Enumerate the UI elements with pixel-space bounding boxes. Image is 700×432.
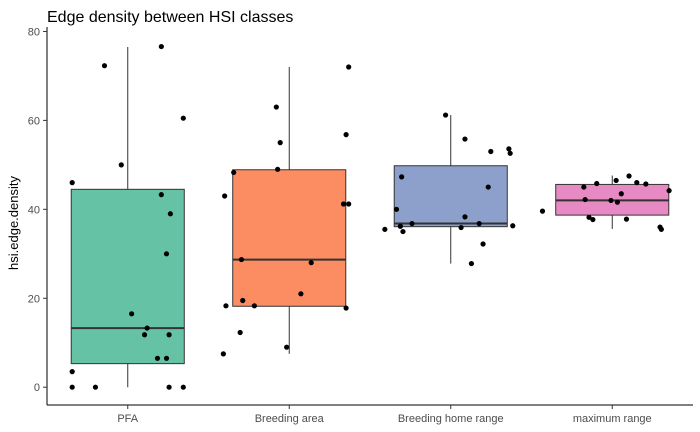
data-point-pfa bbox=[69, 369, 75, 375]
data-point-pfa bbox=[118, 162, 124, 168]
data-point-breeding-home-range bbox=[458, 224, 464, 231]
data-point-pfa bbox=[166, 384, 172, 390]
data-point-maximum-range bbox=[614, 199, 621, 205]
data-point-pfa bbox=[69, 180, 75, 186]
data-point-breeding-home-range bbox=[462, 214, 468, 220]
data-point-maximum-range bbox=[594, 180, 600, 187]
data-point-breeding-area bbox=[343, 305, 349, 311]
data-point-breeding-area bbox=[238, 256, 245, 263]
data-point-breeding-home-range bbox=[393, 206, 400, 212]
data-point-breeding-area bbox=[251, 303, 257, 309]
box-breeding-home-range bbox=[393, 165, 508, 228]
data-point-breeding-home-range bbox=[510, 223, 516, 229]
data-point-breeding-area bbox=[273, 104, 279, 110]
x-tick-label-breeding-home-range: Breeding home range bbox=[398, 413, 504, 425]
axes: 0 20 40 60 80 PFA Breeding area Breeding home r… bbox=[28, 26, 693, 425]
data-point-pfa bbox=[180, 384, 186, 390]
data-point-pfa bbox=[158, 43, 164, 50]
data-point-maximum-range bbox=[590, 216, 596, 223]
data-point-maximum-range bbox=[634, 180, 640, 186]
data-point-maximum-range bbox=[582, 196, 588, 203]
data-point-pfa bbox=[158, 192, 164, 198]
data-point-maximum-range bbox=[608, 197, 614, 204]
data-point-maximum-range bbox=[658, 226, 664, 232]
data-point-maximum-range bbox=[539, 208, 546, 214]
y-tick-label: 20 bbox=[28, 293, 40, 305]
x-tick-label-breeding-area: Breeding area bbox=[255, 413, 325, 425]
plot-area bbox=[69, 43, 672, 390]
data-point-breeding-home-range bbox=[462, 136, 468, 142]
data-point-breeding-area bbox=[223, 303, 229, 309]
data-point-breeding-area bbox=[220, 351, 226, 357]
data-point-breeding-home-range bbox=[409, 220, 415, 227]
x-tick-label-pfa: PFA bbox=[117, 413, 138, 425]
data-point-breeding-area bbox=[222, 193, 228, 199]
data-point-breeding-home-range bbox=[485, 184, 491, 190]
data-point-pfa bbox=[167, 211, 173, 217]
y-axis-label: hsi.edge.density bbox=[6, 176, 21, 270]
data-point-pfa bbox=[166, 332, 172, 338]
data-point-pfa bbox=[154, 355, 161, 361]
data-point-breeding-home-range bbox=[399, 174, 405, 180]
data-point-pfa bbox=[101, 63, 108, 69]
data-point-maximum-range bbox=[626, 173, 632, 179]
data-point-breeding-area bbox=[298, 291, 304, 297]
data-point-breeding-home-range bbox=[397, 223, 403, 229]
data-point-maximum-range bbox=[643, 181, 649, 187]
data-point-breeding-area bbox=[308, 260, 314, 266]
data-point-breeding-area bbox=[275, 166, 281, 172]
data-point-breeding-home-range bbox=[400, 228, 406, 235]
data-point-breeding-home-range bbox=[507, 150, 513, 156]
y-tick-label: 60 bbox=[28, 115, 40, 127]
data-point-breeding-home-range bbox=[442, 112, 449, 118]
data-point-maximum-range bbox=[618, 191, 624, 197]
data-point-pfa bbox=[92, 384, 99, 390]
box-pfa bbox=[70, 188, 185, 365]
data-point-maximum-range bbox=[581, 184, 587, 190]
y-tick-label: 40 bbox=[28, 204, 40, 216]
data-point-maximum-range bbox=[623, 216, 630, 222]
data-point-breeding-area bbox=[284, 344, 290, 350]
data-point-breeding-area bbox=[340, 201, 347, 207]
data-point-pfa bbox=[163, 251, 170, 257]
data-point-breeding-area bbox=[240, 297, 246, 304]
data-point-breeding-home-range bbox=[382, 226, 388, 232]
data-point-breeding-area bbox=[343, 132, 349, 138]
data-point-pfa bbox=[129, 311, 135, 317]
data-point-maximum-range bbox=[613, 177, 619, 184]
data-point-maximum-range bbox=[586, 214, 592, 220]
x-tick-label-maximum-range: maximum range bbox=[573, 413, 652, 425]
data-point-breeding-area bbox=[346, 64, 352, 70]
data-point-breeding-area bbox=[346, 201, 352, 207]
y-tick-label: 0 bbox=[34, 382, 40, 394]
data-point-breeding-area bbox=[231, 169, 237, 176]
chart-title: Edge density between HSI classes bbox=[47, 9, 293, 26]
data-point-pfa bbox=[144, 325, 150, 331]
data-point-breeding-home-range bbox=[468, 260, 475, 267]
data-point-breeding-area bbox=[237, 329, 243, 336]
data-point-pfa bbox=[180, 115, 186, 121]
data-point-breeding-home-range bbox=[488, 148, 494, 155]
data-point-pfa bbox=[141, 332, 148, 338]
data-point-breeding-home-range bbox=[480, 241, 486, 247]
data-point-breeding-home-range bbox=[506, 146, 512, 152]
data-point-breeding-area bbox=[277, 140, 283, 146]
y-tick-label: 80 bbox=[28, 26, 40, 38]
data-point-breeding-home-range bbox=[476, 220, 482, 227]
data-point-maximum-range bbox=[666, 188, 672, 194]
data-point-pfa bbox=[163, 355, 170, 361]
data-point-pfa bbox=[69, 384, 75, 390]
box-breeding-area bbox=[232, 169, 347, 307]
